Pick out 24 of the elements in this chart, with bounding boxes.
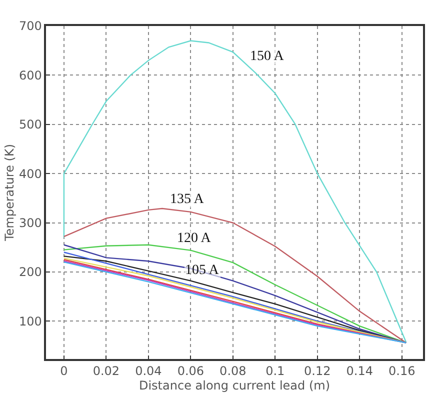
x-axis-title: Distance along current lead (m) (138, 378, 330, 393)
y-tick-label: 700 (18, 19, 42, 34)
x-tick-label: 0 (60, 364, 68, 378)
x-tick-label: 0.04 (135, 364, 162, 378)
annotation: 150 A (250, 49, 285, 64)
x-tick-label: 0.06 (177, 364, 204, 378)
x-tick-label: 0.12 (304, 364, 331, 378)
y-tick-label: 200 (18, 265, 42, 280)
line-series (63, 40, 407, 343)
x-tick-label: 0.08 (220, 364, 246, 378)
x-tick-label: 0.02 (92, 364, 120, 378)
line-series (63, 208, 407, 344)
annotation: 135 A (170, 192, 205, 207)
x-tick-label: 0.16 (388, 364, 416, 378)
annotation: 120 A (177, 231, 212, 246)
x-tick-label: 0.14 (346, 364, 373, 378)
y-tick-label: 400 (18, 166, 42, 181)
y-tick-label: 300 (18, 216, 42, 230)
y-axis-title: Temperature (K) (2, 144, 17, 242)
y-tick-label: 600 (18, 68, 42, 82)
y-tick-label: 500 (18, 118, 42, 132)
annotation: 105 A (185, 263, 220, 278)
y-tick-label: 100 (18, 314, 42, 328)
x-tick-label: 0.1 (266, 364, 285, 378)
